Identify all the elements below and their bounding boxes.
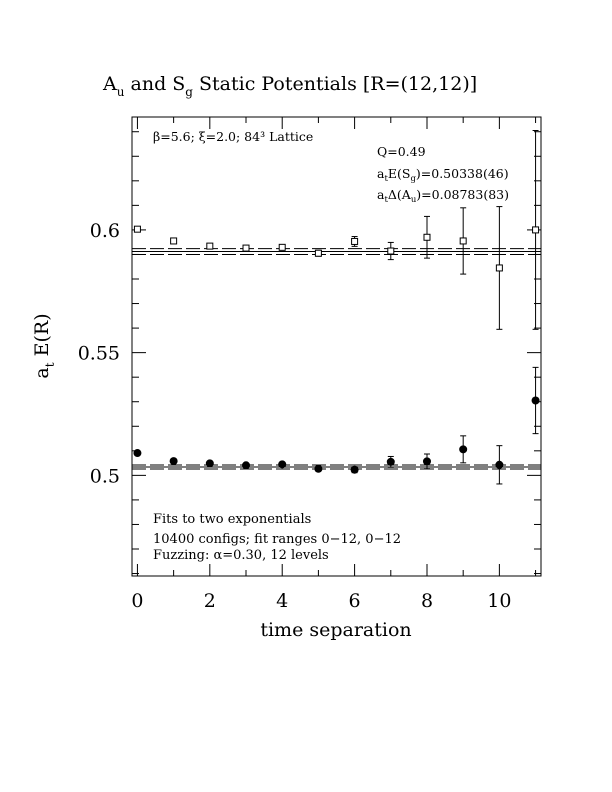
chart-title: Au and Sg Static Potentials [R=(12,12)]: [102, 73, 477, 99]
x-tick-label: 2: [204, 590, 216, 612]
lattice-annotation: β=5.6; ξ=2.0; 84³ Lattice: [153, 129, 313, 144]
au-point: [495, 264, 503, 272]
sg-point: [495, 460, 504, 469]
x-tick-label: 8: [421, 590, 433, 612]
au-point: [423, 233, 431, 241]
fits-annotation: Fits to two exponentials: [153, 512, 311, 527]
q-annotation: Q=0.49: [377, 144, 426, 159]
au-point: [314, 249, 322, 257]
y-tick-label: 0.5: [90, 465, 120, 487]
au-point: [170, 237, 178, 245]
au-point: [242, 244, 250, 252]
sg-point: [278, 460, 287, 469]
fit-lines: [132, 248, 541, 470]
au-point: [532, 226, 540, 234]
sg-point: [531, 396, 540, 405]
axis-ticks: [132, 117, 541, 576]
data-marks: [133, 130, 540, 485]
au-point: [278, 243, 286, 251]
sg-point: [314, 464, 323, 473]
sg-point: [205, 459, 214, 468]
energy-annotation: atE(Sg)=0.50338(46): [377, 166, 509, 184]
x-axis-label: time separation: [260, 619, 411, 641]
x-tick-label: 6: [349, 590, 361, 612]
fuzzing-annotation: Fuzzing: α=0.30, 12 levels: [153, 548, 329, 563]
sg-point: [350, 465, 359, 474]
x-tick-label: 4: [276, 590, 288, 612]
sg-point: [422, 457, 431, 466]
au-point: [387, 247, 395, 255]
sg-point: [169, 457, 178, 466]
plot-frame: [131, 116, 542, 577]
delta-annotation: atΔ(Au)=0.08783(83): [377, 187, 509, 205]
sg-point: [459, 445, 468, 454]
sg-point: [386, 457, 395, 466]
au-point: [206, 242, 214, 250]
tick-labels: 0 2 4 6 8 10 0.5 0.55 0.6: [78, 220, 512, 612]
au-point: [459, 237, 467, 245]
y-tick-label: 0.6: [90, 220, 120, 242]
sg-point: [242, 461, 251, 470]
y-axis-label: at E(R): [31, 313, 57, 378]
au-point: [133, 225, 141, 233]
au-point: [351, 237, 359, 245]
y-tick-label: 0.55: [78, 343, 120, 365]
x-tick-label: 0: [131, 590, 143, 612]
x-tick-label: 10: [487, 590, 511, 612]
sg-point: [133, 449, 142, 458]
configs-annotation: 10400 configs; fit ranges 0−12, 0−12: [153, 532, 401, 547]
